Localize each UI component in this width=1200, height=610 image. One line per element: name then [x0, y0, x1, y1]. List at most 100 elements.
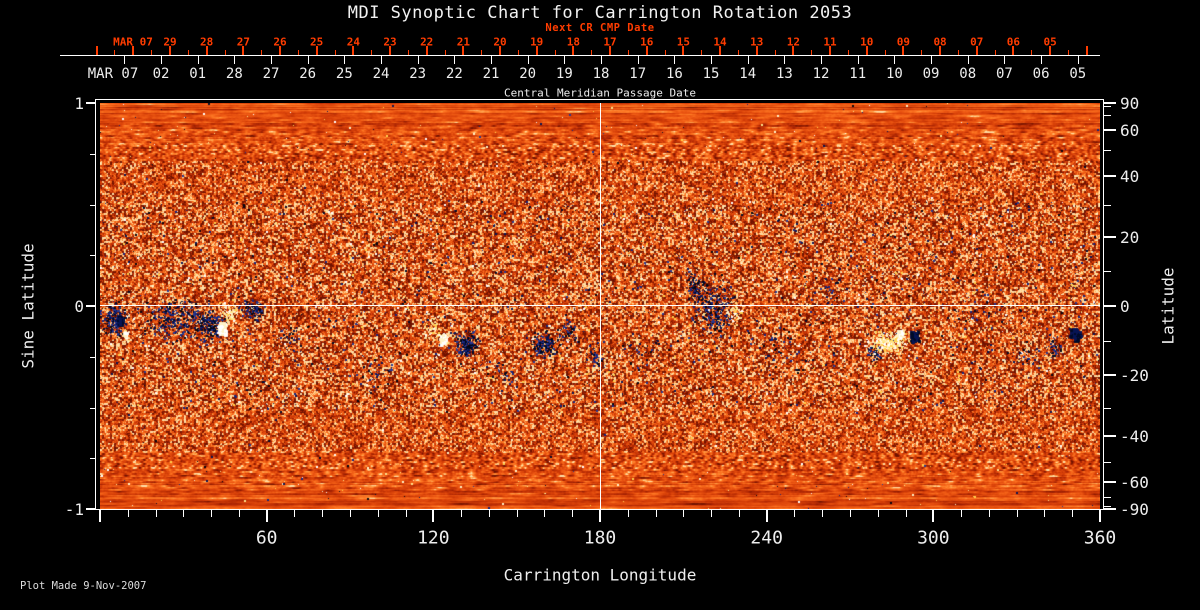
next-cr-day-label: 10 [860, 35, 874, 49]
sine-latitude-major-tick [86, 102, 95, 104]
cmp-day-label: 14 [739, 66, 757, 82]
latitude-major-tick [1104, 102, 1116, 104]
next-cr-tick [774, 50, 776, 55]
longitude-minor-tick [850, 510, 851, 517]
next-cr-tick [719, 46, 722, 55]
cmp-day-label: 19 [555, 66, 573, 82]
next-cr-axis-title: Next CR CMP Date [545, 22, 655, 34]
next-cr-tick [481, 50, 483, 55]
cmp-tick [1004, 56, 1006, 64]
latitude-minor-tick [1104, 115, 1111, 117]
longitude-minor-tick [127, 510, 129, 517]
next-cr-tick [701, 50, 703, 55]
longitude-minor-tick [961, 510, 963, 517]
next-cr-day-label: 24 [346, 35, 360, 49]
cmp-axis-line [60, 55, 1100, 56]
next-cr-tick [645, 46, 648, 55]
sine-latitude-tick-label: 1 [74, 94, 84, 113]
latitude-tick-label: 40 [1120, 166, 1140, 186]
longitude-tick-label: 360 [1083, 527, 1117, 549]
cmp-day-label: 13 [775, 66, 793, 82]
cmp-tick [821, 56, 823, 64]
cmp-day-label: 02 [152, 66, 170, 82]
longitude-major-tick [932, 510, 935, 522]
next-cr-tick [609, 46, 612, 55]
next-cr-tick [1085, 46, 1088, 55]
sine-latitude-minor-tick [90, 356, 95, 358]
next-cr-day-label: 26 [273, 35, 287, 49]
longitude-minor-tick [488, 510, 490, 517]
longitude-minor-tick [1044, 510, 1046, 517]
longitude-major-tick [432, 510, 435, 522]
longitude-major-tick [599, 510, 601, 522]
next-cr-tick [187, 50, 189, 55]
plot-border [95, 99, 1104, 510]
cmp-day-label: 16 [665, 66, 683, 82]
next-cr-day-label: 19 [530, 35, 544, 49]
cmp-tick [601, 56, 603, 64]
longitude-minor-tick [350, 510, 351, 517]
cmp-tick [931, 56, 933, 64]
next-cr-tick [279, 46, 281, 55]
next-cr-tick [315, 46, 318, 55]
longitude-minor-tick [627, 510, 629, 517]
cmp-tick [894, 56, 896, 64]
sine-latitude-minor-tick [90, 255, 95, 257]
cmp-tick [527, 56, 529, 64]
latitude-tick-label: 0 [1120, 297, 1130, 316]
next-cr-tick [1012, 46, 1015, 55]
latitude-major-tick [1104, 508, 1116, 510]
latitude-major-tick [1104, 480, 1116, 483]
longitude-minor-tick [211, 510, 213, 517]
cmp-day-label: 25 [335, 66, 353, 82]
next-cr-month-label: MAR 07 [113, 35, 153, 49]
cmp-tick [784, 56, 786, 64]
longitude-minor-tick [461, 510, 463, 517]
longitude-tick-label: 300 [917, 527, 950, 549]
next-cr-tick [554, 50, 556, 55]
next-cr-tick [755, 46, 758, 55]
cmp-day-label: 06 [1032, 66, 1050, 82]
next-cr-tick [994, 50, 996, 55]
cmp-tick [344, 56, 346, 64]
cmp-tick [417, 56, 419, 64]
sine-latitude-minor-tick [90, 407, 95, 409]
cmp-day-label: 22 [445, 66, 463, 82]
longitude-minor-tick [322, 510, 324, 517]
longitude-minor-tick [377, 510, 379, 517]
longitude-minor-tick [1072, 510, 1074, 517]
cmp-day-label: 01 [189, 66, 207, 82]
cmp-tick [674, 56, 676, 64]
cmp-day-label: 26 [299, 66, 317, 82]
cmp-day-label: 10 [885, 66, 903, 82]
cmp-day-label: 15 [702, 66, 720, 82]
next-cr-tick [737, 50, 739, 55]
cmp-day-label: 08 [959, 66, 977, 82]
next-cr-tick [811, 50, 813, 55]
next-cr-day-label: 12 [786, 35, 800, 49]
next-cr-tick [591, 50, 593, 55]
sine-latitude-major-tick [86, 508, 95, 510]
latitude-tick-label: 20 [1120, 227, 1140, 247]
longitude-major-tick [1099, 510, 1101, 522]
longitude-minor-tick [794, 510, 796, 517]
next-cr-day-label: 15 [676, 35, 690, 49]
cmp-day-label: 09 [922, 66, 940, 82]
cmp-tick [271, 56, 272, 64]
longitude-minor-tick [988, 510, 990, 517]
latitude-minor-tick [1104, 407, 1111, 409]
longitude-minor-tick [405, 510, 407, 517]
latitude-minor-tick [1104, 150, 1111, 152]
latitude-minor-tick [1104, 341, 1111, 343]
next-cr-tick [957, 50, 959, 55]
cmp-day-label: 11 [849, 66, 867, 82]
next-cr-tick [921, 50, 923, 55]
latitude-tick-label: 60 [1120, 121, 1140, 141]
sine-latitude-major-tick [86, 305, 95, 307]
longitude-minor-tick [572, 510, 574, 517]
latitude-axis-title: Latitude [1158, 267, 1178, 345]
latitude-tick-label: 90 [1120, 94, 1140, 113]
next-cr-day-label: 09 [896, 35, 911, 49]
longitude-major-tick [99, 510, 101, 522]
cmp-day-label: 18 [592, 66, 610, 82]
